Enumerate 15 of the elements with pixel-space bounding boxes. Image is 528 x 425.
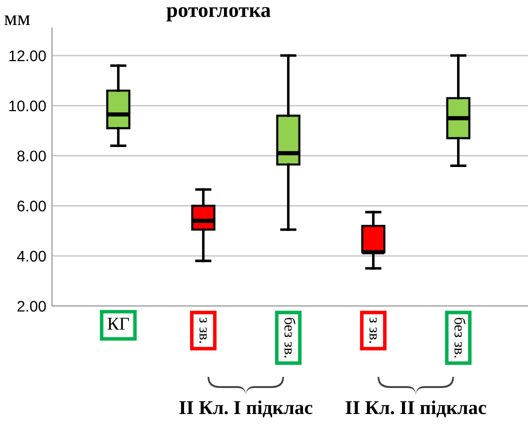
- x-tick-label: без зв.: [454, 318, 466, 358]
- x-tick-label: КГ: [108, 318, 129, 330]
- y-tick-label: 2.00: [17, 300, 46, 312]
- x-tick-label: з зв.: [199, 318, 207, 344]
- y-tick-label: 4.00: [17, 250, 46, 262]
- text: ІІ Кл. І підклас: [179, 400, 312, 418]
- y-tick-label: 6.00: [17, 200, 46, 212]
- y-tick-label: 10.00: [9, 100, 46, 112]
- text: ІІ Кл. ІІ підклас: [346, 400, 486, 418]
- y-tick-label: 8.00: [17, 150, 46, 162]
- x-tick-label: без зв.: [284, 318, 296, 358]
- chart-title: ротоглотка: [166, 7, 271, 22]
- y-axis-title: мм: [4, 15, 30, 26]
- x-tick-label: з зв.: [369, 318, 377, 344]
- y-tick-label: 12.00: [9, 50, 46, 62]
